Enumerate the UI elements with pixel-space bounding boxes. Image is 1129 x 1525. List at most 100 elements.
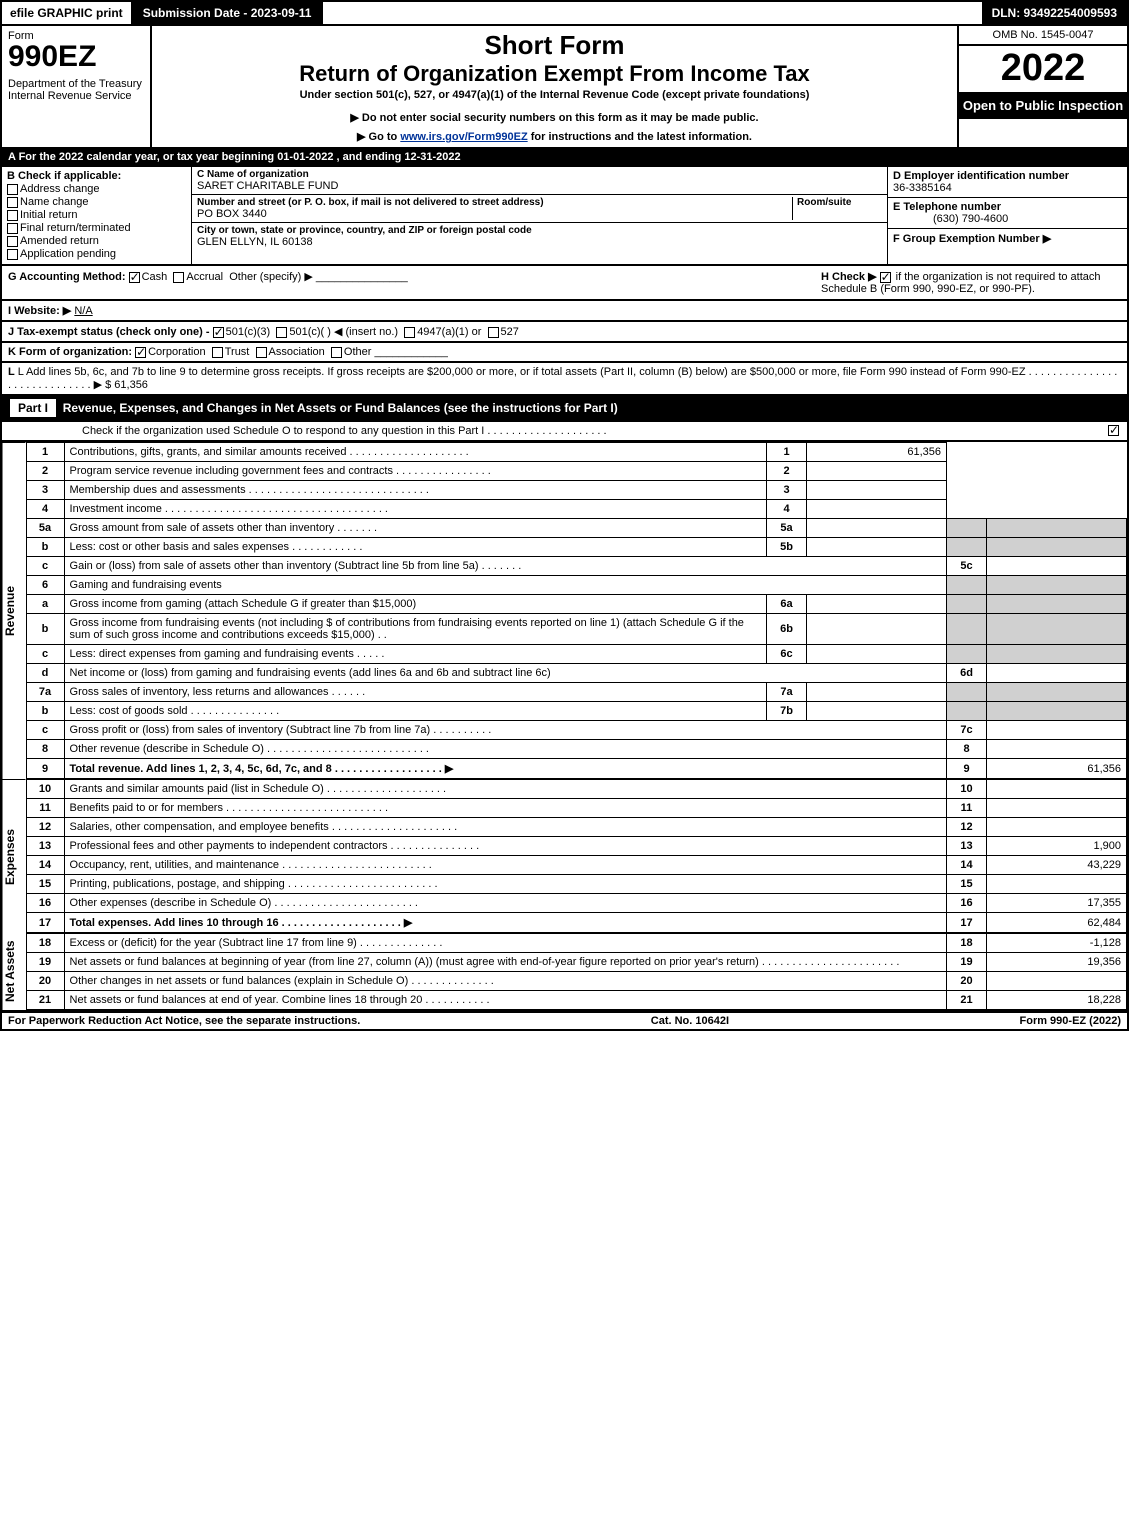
line-21: 21Net assets or fund balances at end of … [26, 991, 1126, 1010]
org-name: SARET CHARITABLE FUND [197, 180, 882, 192]
row-j: J Tax-exempt status (check only one) - 5… [0, 322, 1129, 343]
grp-label: F Group Exemption Number ▶ [893, 233, 1051, 245]
netassets-vlabel: Net Assets [2, 933, 26, 1010]
part-i-bar: Part I Revenue, Expenses, and Changes in… [0, 396, 1129, 422]
footer-mid: Cat. No. 10642I [651, 1015, 729, 1027]
row-i: I Website: ▶ N/A [0, 301, 1129, 322]
line-7b: bLess: cost of goods sold . . . . . . . … [26, 702, 1126, 721]
header-left: Form 990EZ Department of the Treasury In… [2, 26, 152, 147]
k-label: K Form of organization: [8, 346, 132, 358]
city-row: City or town, state or province, country… [192, 223, 887, 250]
g-label: G Accounting Method: [8, 271, 126, 283]
goto-pre: ▶ Go to [357, 131, 400, 143]
line-17: 17Total expenses. Add lines 10 through 1… [26, 913, 1126, 933]
department: Department of the Treasury Internal Reve… [8, 78, 144, 102]
chk-corp[interactable] [135, 347, 146, 358]
addr: PO BOX 3440 [197, 208, 792, 220]
addr-label: Number and street (or P. O. box, if mail… [197, 197, 792, 208]
tel: (630) 790-4600 [893, 213, 1008, 225]
h-label: H Check ▶ [821, 271, 877, 283]
chk-501c3[interactable] [213, 327, 224, 338]
chk-initial-return[interactable]: Initial return [7, 209, 186, 221]
chk-name-change[interactable]: Name change [7, 196, 186, 208]
l-amt: 61,356 [114, 379, 148, 391]
line-12: 12Salaries, other compensation, and empl… [26, 818, 1126, 837]
org-name-row: C Name of organization SARET CHARITABLE … [192, 167, 887, 195]
irs-link[interactable]: www.irs.gov/Form990EZ [400, 131, 527, 143]
line-7a: 7aGross sales of inventory, less returns… [26, 683, 1126, 702]
line-6c: cLess: direct expenses from gaming and f… [26, 645, 1126, 664]
efile-label: efile GRAPHIC print [2, 2, 133, 24]
i-label: I Website: ▶ [8, 305, 71, 317]
page-footer: For Paperwork Reduction Act Notice, see … [0, 1012, 1129, 1031]
org-name-label: C Name of organization [197, 169, 882, 180]
tel-label: E Telephone number [893, 201, 1001, 213]
chk-address-change[interactable]: Address change [7, 183, 186, 195]
section-a: A For the 2022 calendar year, or tax yea… [0, 149, 1129, 167]
chk-4947[interactable] [404, 327, 415, 338]
grp-row: F Group Exemption Number ▶ [888, 229, 1127, 248]
line-14: 14Occupancy, rent, utilities, and mainte… [26, 856, 1126, 875]
goto-note: ▶ Go to www.irs.gov/Form990EZ for instru… [158, 130, 951, 143]
line-5b: bLess: cost or other basis and sales exp… [26, 538, 1126, 557]
revenue-table: 1Contributions, gifts, grants, and simil… [26, 442, 1127, 779]
chk-amended-return[interactable]: Amended return [7, 235, 186, 247]
website: N/A [74, 305, 92, 317]
part-i-title: Revenue, Expenses, and Changes in Net As… [63, 401, 618, 415]
line-8: 8Other revenue (describe in Schedule O) … [26, 740, 1126, 759]
line-6b: bGross income from fundraising events (n… [26, 614, 1126, 645]
chk-501c[interactable] [276, 327, 287, 338]
tax-year: 2022 [959, 46, 1127, 92]
submission-date: Submission Date - 2023-09-11 [133, 2, 324, 24]
city-label: City or town, state or province, country… [197, 225, 882, 236]
tel-row: E Telephone number (630) 790-4600 [888, 198, 1127, 229]
org-info: B Check if applicable: Address change Na… [0, 167, 1129, 266]
line-9: 9Total revenue. Add lines 1, 2, 3, 4, 5c… [26, 759, 1126, 779]
chk-final-return[interactable]: Final return/terminated [7, 222, 186, 234]
revenue-vlabel: Revenue [2, 442, 26, 779]
part-i-check-text: Check if the organization used Schedule … [82, 425, 607, 437]
chk-h[interactable] [880, 272, 891, 283]
chk-trust[interactable] [212, 347, 223, 358]
col-b: B Check if applicable: Address change Na… [2, 167, 192, 264]
chk-other[interactable] [331, 347, 342, 358]
part-i-check: Check if the organization used Schedule … [0, 422, 1129, 442]
spacer [323, 2, 981, 24]
chk-assoc[interactable] [256, 347, 267, 358]
chk-cash[interactable] [129, 272, 140, 283]
omb-number: OMB No. 1545-0047 [959, 26, 1127, 46]
ein-row: D Employer identification number 36-3385… [888, 167, 1127, 198]
line-4: 4Investment income . . . . . . . . . . .… [26, 500, 1126, 519]
ssn-note: ▶ Do not enter social security numbers o… [158, 111, 951, 124]
form-header: Form 990EZ Department of the Treasury In… [0, 26, 1129, 149]
short-form-title: Short Form [158, 30, 951, 61]
row-g-h: G Accounting Method: Cash Accrual Other … [0, 266, 1129, 301]
footer-right: Form 990-EZ (2022) [1020, 1015, 1121, 1027]
row-k: K Form of organization: Corporation Trus… [0, 343, 1129, 363]
expenses-vlabel: Expenses [2, 779, 26, 933]
line-10: 10Grants and similar amounts paid (list … [26, 780, 1126, 799]
revenue-block: Revenue 1Contributions, gifts, grants, a… [0, 442, 1129, 779]
chk-part-i-scho[interactable] [1108, 425, 1119, 436]
header-right: OMB No. 1545-0047 2022 Open to Public In… [957, 26, 1127, 147]
col-c: C Name of organization SARET CHARITABLE … [192, 167, 887, 264]
room-label: Room/suite [797, 197, 882, 208]
goto-post: for instructions and the latest informat… [528, 131, 752, 143]
dln-label: DLN: 93492254009593 [982, 2, 1127, 24]
col-d: D Employer identification number 36-3385… [887, 167, 1127, 264]
return-title: Return of Organization Exempt From Incom… [158, 61, 951, 87]
netassets-block: Net Assets 18Excess or (deficit) for the… [0, 933, 1129, 1012]
under-section: Under section 501(c), 527, or 4947(a)(1)… [158, 89, 951, 101]
line-6a: aGross income from gaming (attach Schedu… [26, 595, 1126, 614]
expenses-table: 10Grants and similar amounts paid (list … [26, 779, 1127, 933]
line-16: 16Other expenses (describe in Schedule O… [26, 894, 1126, 913]
line-20: 20Other changes in net assets or fund ba… [26, 972, 1126, 991]
line-6d: dNet income or (loss) from gaming and fu… [26, 664, 1126, 683]
chk-527[interactable] [488, 327, 499, 338]
line-11: 11Benefits paid to or for members . . . … [26, 799, 1126, 818]
netassets-table: 18Excess or (deficit) for the year (Subt… [26, 933, 1127, 1010]
form-number: 990EZ [8, 42, 144, 72]
chk-accrual[interactable] [173, 272, 184, 283]
line-1: 1Contributions, gifts, grants, and simil… [26, 443, 1126, 462]
chk-application-pending[interactable]: Application pending [7, 248, 186, 260]
